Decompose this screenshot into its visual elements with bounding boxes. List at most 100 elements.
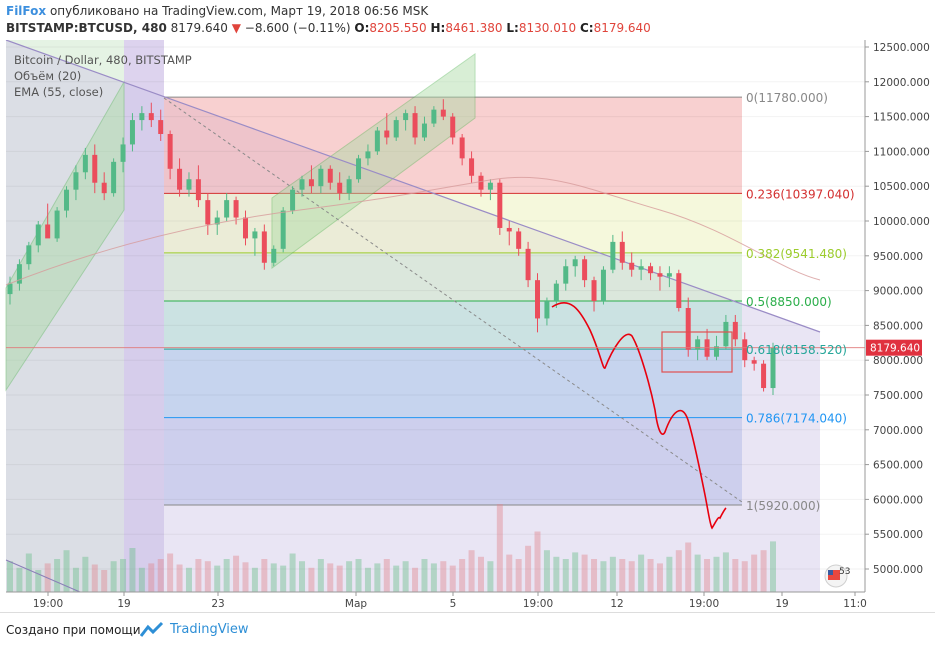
volume-bar — [299, 561, 306, 592]
volume-bar — [760, 550, 767, 592]
volume-bar — [157, 559, 164, 592]
candle-body — [563, 266, 569, 284]
flag-number: 53 — [839, 567, 850, 577]
volume-bar — [327, 563, 334, 592]
candle-body — [431, 109, 437, 124]
price-tick-label: 9000.000 — [873, 286, 923, 298]
tradingview-logo-icon[interactable] — [140, 621, 164, 639]
lower-trendline — [5, 559, 81, 593]
fib-level-label: 0.382(9541.480) — [746, 247, 847, 261]
volume-bar — [609, 556, 616, 592]
volume-bar — [280, 565, 287, 592]
volume-bar — [506, 554, 513, 592]
candle-body — [478, 175, 484, 190]
volume-bar — [647, 559, 654, 592]
candle-body — [600, 269, 606, 302]
volume-bar — [685, 542, 692, 592]
volume-bar — [694, 554, 701, 592]
candle-body — [403, 113, 409, 121]
volume-bar — [421, 559, 428, 592]
volume-bar — [477, 556, 484, 592]
price-tick-label: 10500.000 — [873, 181, 930, 193]
candle-body — [92, 154, 98, 183]
fib-level-label: 0.618(8158.520) — [746, 343, 847, 357]
candle-body — [525, 248, 531, 281]
volume-bar — [553, 556, 560, 592]
fib-zone — [164, 193, 742, 253]
last-price: 8179.640 — [170, 21, 228, 35]
volume-bar — [261, 559, 268, 592]
volume-bar — [543, 550, 550, 592]
volume-bar — [195, 559, 202, 592]
candle-body — [35, 224, 41, 246]
candle-body — [713, 346, 719, 357]
candle-body — [572, 259, 578, 267]
candle-body — [440, 109, 446, 117]
volume-bar — [63, 550, 70, 592]
volume-bar — [91, 564, 98, 592]
consolidation-box — [661, 331, 733, 373]
close-value: 8179.640 — [593, 21, 651, 35]
candle-body — [327, 168, 333, 183]
volume-bar — [308, 567, 315, 592]
candle-body — [591, 280, 597, 302]
candle-body — [271, 248, 277, 263]
candle-body — [82, 154, 88, 173]
publisher-name[interactable]: FilFox — [6, 4, 47, 18]
footer-brand[interactable]: TradingView — [170, 622, 249, 637]
volume-bar — [393, 565, 400, 592]
volume-bar — [185, 567, 192, 592]
volume-bar — [468, 550, 475, 592]
volume-bar — [619, 559, 626, 592]
candle-body — [374, 130, 380, 152]
events-flag-icon[interactable]: 53 — [824, 564, 850, 588]
price-tick-label: 10000.000 — [873, 216, 930, 228]
ohlc-line: BITSTAMP:BTCUSD, 480 8179.640 ▼ −8.600 (… — [6, 21, 651, 35]
volume-bar — [525, 545, 532, 592]
candle-body — [73, 172, 79, 190]
candle-body — [299, 179, 305, 190]
price-chart[interactable]: 0(11780.000) 0.236(10397.040) 0.382(9541.4… — [0, 40, 935, 612]
volume-bar — [638, 554, 645, 592]
volume-bar — [223, 559, 230, 592]
candle-body — [610, 241, 616, 270]
descending-trendline — [5, 40, 821, 333]
volume-bar — [148, 563, 155, 592]
candle-body — [318, 168, 324, 187]
price-tick-label: 6000.000 — [873, 494, 923, 506]
fib-level-label: 0.236(10397.040) — [746, 187, 855, 201]
time-tick-label: 19:00 — [689, 598, 719, 610]
fib-zone — [164, 417, 742, 505]
volume-bar — [138, 567, 145, 592]
candle-body — [751, 360, 757, 364]
time-tick-label: 19:00 — [523, 598, 553, 610]
candle-body — [195, 179, 201, 201]
fib-level-label: 0.5(8850.000) — [746, 295, 832, 309]
legend-volume[interactable]: Объём (20) — [14, 69, 81, 83]
time-axis-bg — [0, 592, 935, 612]
candle-body — [638, 266, 644, 270]
volume-bar — [459, 559, 466, 592]
candle-body — [64, 189, 70, 211]
legend-title: Bitcoin / Dollar, 480, BITSTAMP — [14, 53, 192, 67]
volume-bar — [751, 554, 758, 592]
candle-body — [516, 231, 522, 249]
candle-body — [459, 137, 465, 159]
candle-body — [337, 182, 343, 194]
candle-body — [139, 113, 145, 121]
price-tick-label: 11500.000 — [873, 112, 930, 124]
volume-bar — [101, 570, 108, 592]
candle-body — [186, 179, 192, 190]
legend-ema[interactable]: EMA (55, close) — [14, 85, 103, 99]
fib-zone — [164, 349, 742, 418]
open-label: O: — [354, 21, 370, 35]
candle-body — [346, 179, 352, 194]
volume-bar — [346, 561, 353, 592]
candle-body — [167, 134, 173, 169]
volume-bar — [487, 561, 494, 592]
candle-body — [582, 259, 588, 281]
candle-body — [695, 339, 701, 350]
volume-bar — [176, 564, 183, 592]
footer-created-with: Создано при помощи — [6, 623, 141, 637]
price-tick-label: 12500.000 — [873, 42, 930, 54]
